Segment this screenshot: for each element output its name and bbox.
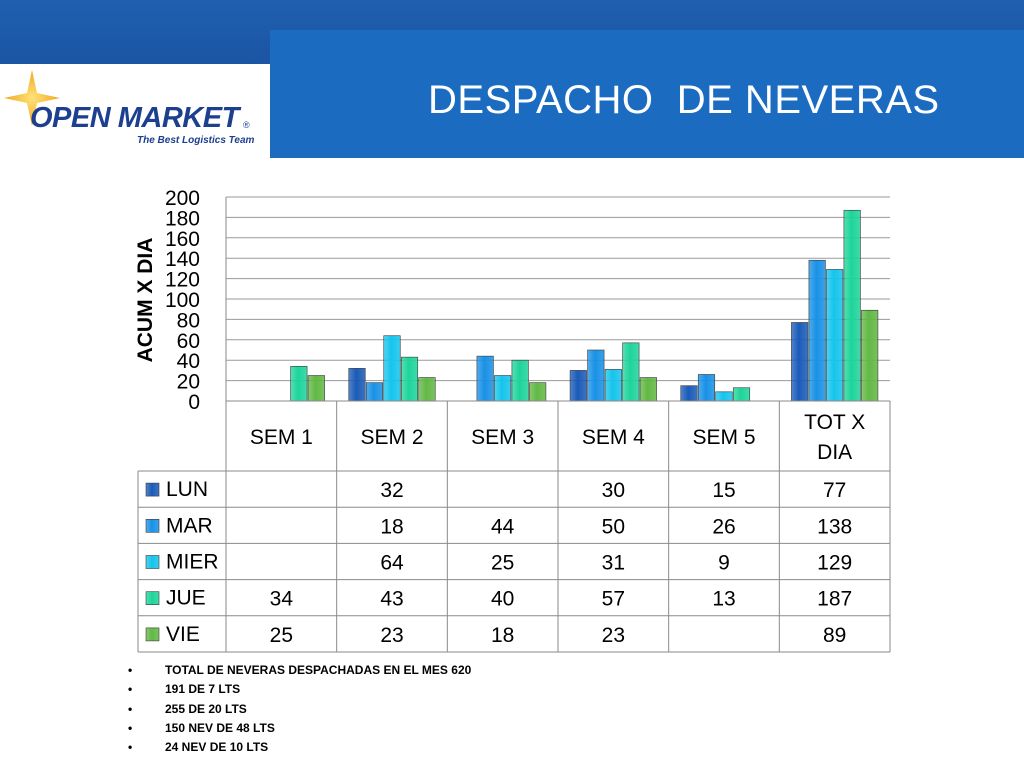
y-tick-label: 20 [177,371,200,394]
star-icon [4,70,60,126]
note-item: 191 DE 7 LTS [128,680,471,699]
table-cell-value: 187 [817,588,852,611]
y-tick-label: 0 [188,391,200,414]
table-cell-value: 34 [270,588,294,611]
table-cell-value: 15 [712,479,735,502]
bar-vie [639,377,657,402]
page-title: DESPACHO DE NEVERAS [428,78,940,122]
bar-vie [307,375,325,402]
bar-jue [622,342,640,402]
legend-swatch-lun [145,482,160,497]
notes-list: TOTAL DE NEVERAS DESPACHADAS EN EL MES 6… [128,661,471,757]
table-cell-value: 25 [491,552,514,575]
table-cell-value: 23 [380,624,403,647]
legend-label: VIE [166,623,200,646]
table-cell-value: 25 [270,624,293,647]
legend-label: MIER [166,551,219,574]
table-cell-value: 18 [380,515,403,538]
table-cell-value: 138 [817,515,852,538]
company-logo: OPEN MARKET ® The Best Logistics Team [0,64,270,158]
category-label: SEM 3 [471,426,534,449]
table-cell-value: 23 [602,624,625,647]
legend-swatch-mier [145,555,160,569]
bar-jue [290,366,308,402]
note-item: 24 NEV DE 10 LTS [128,738,471,757]
legend-swatch-vie [145,627,160,642]
y-axis-title: ACUM X DIA [134,238,157,363]
table-cell-value: 50 [602,515,625,538]
logo-tagline: The Best Logistics Team [137,135,255,146]
y-tick-label: 120 [165,269,200,292]
bar-lun [791,322,809,402]
y-tick-label: 180 [165,207,200,230]
bar-mar [587,349,605,402]
table-cell-value: 89 [823,624,846,647]
bar-mier [494,375,512,402]
table-cell-value: 64 [380,552,404,575]
table-cell-value: 30 [602,479,625,502]
logo-brand-text: OPEN MARKET [30,102,239,134]
table-cell-value: 57 [602,588,625,611]
table-cell-value: 43 [380,588,403,611]
bar-lun [680,385,698,402]
table-cell-value: 44 [491,515,515,538]
legend-label: LUN [166,478,208,501]
category-label: DIA [817,441,852,464]
bar-mier [715,391,733,402]
bar-mier [826,269,844,402]
legend-swatch-mar [145,518,160,533]
bar-jue [843,209,861,402]
table-cell-value: 9 [718,552,730,575]
bar-vie [529,382,547,402]
y-tick-label: 100 [165,289,200,312]
category-label: SEM 1 [250,426,313,449]
bar-mar [476,355,494,402]
y-tick-label: 60 [177,330,200,353]
bar-mar [365,382,384,402]
logo-registered-mark: ® [243,120,250,130]
bar-vie [861,309,879,402]
bar-mier [383,335,401,402]
table-cell-value: 13 [712,588,735,611]
y-tick-label: 200 [165,187,200,210]
y-tick-label: 140 [165,248,200,271]
table-cell-value: 18 [491,624,514,647]
table-cell-value: 32 [380,479,403,502]
bar-mar [697,374,716,402]
title-banner [270,30,1024,158]
table-cell-value: 40 [491,588,514,611]
legend-swatch-jue [145,591,160,606]
category-label: SEM 2 [360,426,423,449]
note-item: 255 DE 20 LTS [128,700,471,719]
table-cell-value: 31 [602,552,625,575]
bar-jue [400,356,419,402]
y-tick-label: 160 [165,228,200,251]
note-item: 150 NEV DE 48 LTS [128,719,471,738]
legend-label: JUE [166,587,206,610]
y-tick-label: 80 [177,309,200,332]
category-label: TOT X [804,411,865,434]
bar-lun [348,368,366,402]
y-tick-label: 40 [177,350,200,373]
bar-jue [511,359,529,402]
table-cell-value: 26 [712,515,735,538]
note-item: TOTAL DE NEVERAS DESPACHADAS EN EL MES 6… [128,661,471,680]
legend-label: MAR [166,514,213,537]
bar-lun [569,370,587,402]
bar-jue [732,387,751,402]
bar-vie [418,377,436,402]
bar-mar [808,259,826,402]
bar-mier [604,369,622,402]
category-label: SEM 4 [582,426,645,449]
table-cell-value: 129 [817,552,852,575]
table-cell-value: 77 [823,479,846,502]
category-label: SEM 5 [692,426,755,449]
